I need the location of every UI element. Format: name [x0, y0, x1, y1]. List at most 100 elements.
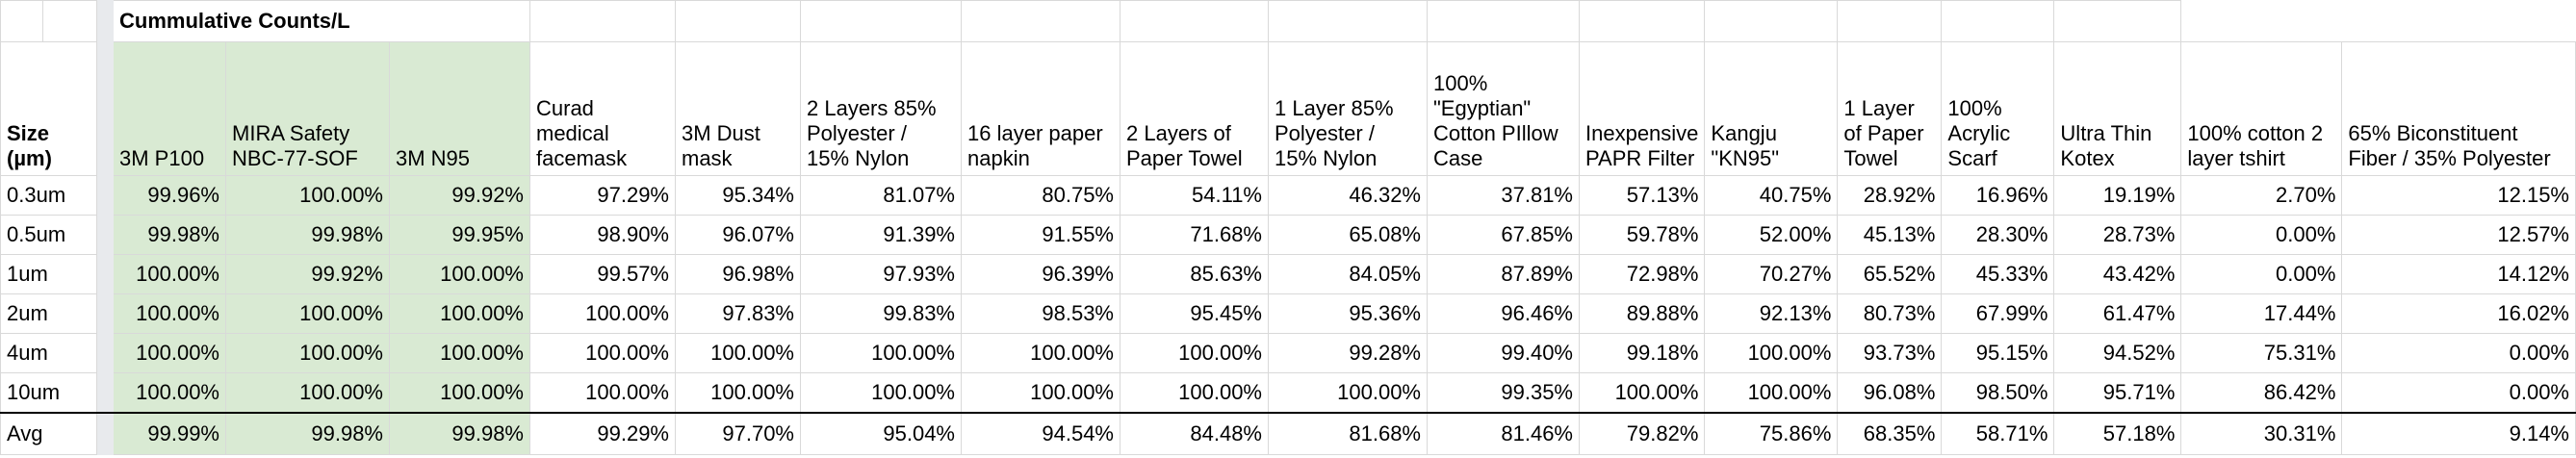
- value-cell[interactable]: 100.00%: [1120, 333, 1269, 373]
- avg-value-cell[interactable]: 9.14%: [2341, 412, 2576, 455]
- value-cell[interactable]: 16.96%: [1941, 175, 2055, 216]
- column-header[interactable]: 3M P100: [113, 41, 226, 176]
- value-cell[interactable]: 98.50%: [1941, 372, 2055, 414]
- avg-value-cell[interactable]: 81.68%: [1268, 412, 1428, 455]
- value-cell[interactable]: 95.45%: [1120, 293, 1269, 334]
- column-header[interactable]: Kangju "KN95": [1704, 41, 1839, 176]
- value-cell[interactable]: 85.63%: [1120, 254, 1269, 294]
- column-header[interactable]: Curad medical facemask: [529, 41, 676, 176]
- value-cell[interactable]: 99.18%: [1578, 333, 1706, 373]
- value-cell[interactable]: 100.00%: [1268, 372, 1428, 414]
- column-header[interactable]: 3M N95: [389, 41, 530, 176]
- column-header[interactable]: 16 layer paper napkin: [961, 41, 1121, 176]
- empty-cell[interactable]: [42, 0, 97, 42]
- value-cell[interactable]: 100.00%: [389, 372, 530, 414]
- value-cell[interactable]: 100.00%: [389, 254, 530, 294]
- value-cell[interactable]: 100.00%: [675, 333, 801, 373]
- value-cell[interactable]: 0.00%: [2341, 333, 2576, 373]
- value-cell[interactable]: 100.00%: [113, 372, 226, 414]
- size-label[interactable]: 10um: [0, 372, 97, 414]
- value-cell[interactable]: 80.75%: [961, 175, 1121, 216]
- value-cell[interactable]: 94.52%: [2053, 333, 2182, 373]
- value-cell[interactable]: 100.00%: [1704, 372, 1839, 414]
- value-cell[interactable]: 99.98%: [113, 215, 226, 255]
- avg-value-cell[interactable]: 81.46%: [1427, 412, 1580, 455]
- avg-value-cell[interactable]: 68.35%: [1837, 412, 1943, 455]
- avg-value-cell[interactable]: 99.98%: [389, 412, 530, 455]
- value-cell[interactable]: 99.40%: [1427, 333, 1580, 373]
- column-header[interactable]: 100% Acrylic Scarf: [1941, 41, 2055, 176]
- avg-value-cell[interactable]: 95.04%: [800, 412, 962, 455]
- value-cell[interactable]: 45.33%: [1941, 254, 2055, 294]
- value-cell[interactable]: 100.00%: [529, 293, 676, 334]
- value-cell[interactable]: 0.00%: [2180, 215, 2343, 255]
- value-cell[interactable]: 89.88%: [1578, 293, 1706, 334]
- value-cell[interactable]: 99.95%: [389, 215, 530, 255]
- value-cell[interactable]: 100.00%: [113, 333, 226, 373]
- column-header[interactable]: 100% "Egyptian" Cotton PIllow Case: [1427, 41, 1580, 176]
- value-cell[interactable]: 91.55%: [961, 215, 1121, 255]
- value-cell[interactable]: 100.00%: [225, 372, 390, 414]
- value-cell[interactable]: 100.00%: [225, 333, 390, 373]
- avg-value-cell[interactable]: 94.54%: [961, 412, 1121, 455]
- avg-value-cell[interactable]: 99.98%: [225, 412, 390, 455]
- value-cell[interactable]: 98.53%: [961, 293, 1121, 334]
- group-header[interactable]: Cummulative Counts/L: [113, 0, 530, 42]
- value-cell[interactable]: 99.35%: [1427, 372, 1580, 414]
- column-header[interactable]: 1 Layer 85% Polyester / 15% Nylon: [1268, 41, 1428, 176]
- avg-value-cell[interactable]: 97.70%: [675, 412, 801, 455]
- value-cell[interactable]: 96.39%: [961, 254, 1121, 294]
- avg-value-cell[interactable]: 84.48%: [1120, 412, 1269, 455]
- value-cell[interactable]: 99.92%: [225, 254, 390, 294]
- value-cell[interactable]: 100.00%: [113, 293, 226, 334]
- value-cell[interactable]: 100.00%: [961, 333, 1121, 373]
- value-cell[interactable]: 52.00%: [1704, 215, 1839, 255]
- value-cell[interactable]: 95.34%: [675, 175, 801, 216]
- value-cell[interactable]: 100.00%: [675, 372, 801, 414]
- size-label[interactable]: 0.3um: [0, 175, 97, 216]
- value-cell[interactable]: 61.47%: [2053, 293, 2182, 334]
- value-cell[interactable]: 100.00%: [800, 333, 962, 373]
- value-cell[interactable]: 2.70%: [2180, 175, 2343, 216]
- value-cell[interactable]: 0.00%: [2341, 372, 2576, 414]
- value-cell[interactable]: 100.00%: [1578, 372, 1706, 414]
- avg-value-cell[interactable]: 99.29%: [529, 412, 676, 455]
- avg-value-cell[interactable]: 99.99%: [113, 412, 226, 455]
- avg-value-cell[interactable]: 79.82%: [1578, 412, 1706, 455]
- value-cell[interactable]: 99.57%: [529, 254, 676, 294]
- value-cell[interactable]: 59.78%: [1578, 215, 1706, 255]
- value-cell[interactable]: 98.90%: [529, 215, 676, 255]
- value-cell[interactable]: 99.28%: [1268, 333, 1428, 373]
- column-header[interactable]: 2 Layers 85% Polyester / 15% Nylon: [800, 41, 962, 176]
- value-cell[interactable]: 100.00%: [529, 372, 676, 414]
- value-cell[interactable]: 54.11%: [1120, 175, 1269, 216]
- value-cell[interactable]: 100.00%: [961, 372, 1121, 414]
- value-cell[interactable]: 0.00%: [2180, 254, 2343, 294]
- size-label[interactable]: 1um: [0, 254, 97, 294]
- value-cell[interactable]: 99.96%: [113, 175, 226, 216]
- column-header[interactable]: 2 Layers of Paper Towel: [1120, 41, 1269, 176]
- avg-value-cell[interactable]: 30.31%: [2180, 412, 2343, 455]
- value-cell[interactable]: 67.85%: [1427, 215, 1580, 255]
- value-cell[interactable]: 97.29%: [529, 175, 676, 216]
- value-cell[interactable]: 97.93%: [800, 254, 962, 294]
- size-label[interactable]: 0.5um: [0, 215, 97, 255]
- value-cell[interactable]: 93.73%: [1837, 333, 1943, 373]
- size-label[interactable]: 4um: [0, 333, 97, 373]
- value-cell[interactable]: 72.98%: [1578, 254, 1706, 294]
- value-cell[interactable]: 84.05%: [1268, 254, 1428, 294]
- avg-value-cell[interactable]: 75.86%: [1704, 412, 1839, 455]
- value-cell[interactable]: 46.32%: [1268, 175, 1428, 216]
- avg-value-cell[interactable]: 58.71%: [1941, 412, 2055, 455]
- value-cell[interactable]: 95.15%: [1941, 333, 2055, 373]
- value-cell[interactable]: 92.13%: [1704, 293, 1839, 334]
- value-cell[interactable]: 57.13%: [1578, 175, 1706, 216]
- value-cell[interactable]: 100.00%: [1704, 333, 1839, 373]
- value-cell[interactable]: 28.92%: [1837, 175, 1943, 216]
- value-cell[interactable]: 95.71%: [2053, 372, 2182, 414]
- value-cell[interactable]: 96.98%: [675, 254, 801, 294]
- value-cell[interactable]: 100.00%: [529, 333, 676, 373]
- value-cell[interactable]: 17.44%: [2180, 293, 2343, 334]
- value-cell[interactable]: 37.81%: [1427, 175, 1580, 216]
- value-cell[interactable]: 12.15%: [2341, 175, 2576, 216]
